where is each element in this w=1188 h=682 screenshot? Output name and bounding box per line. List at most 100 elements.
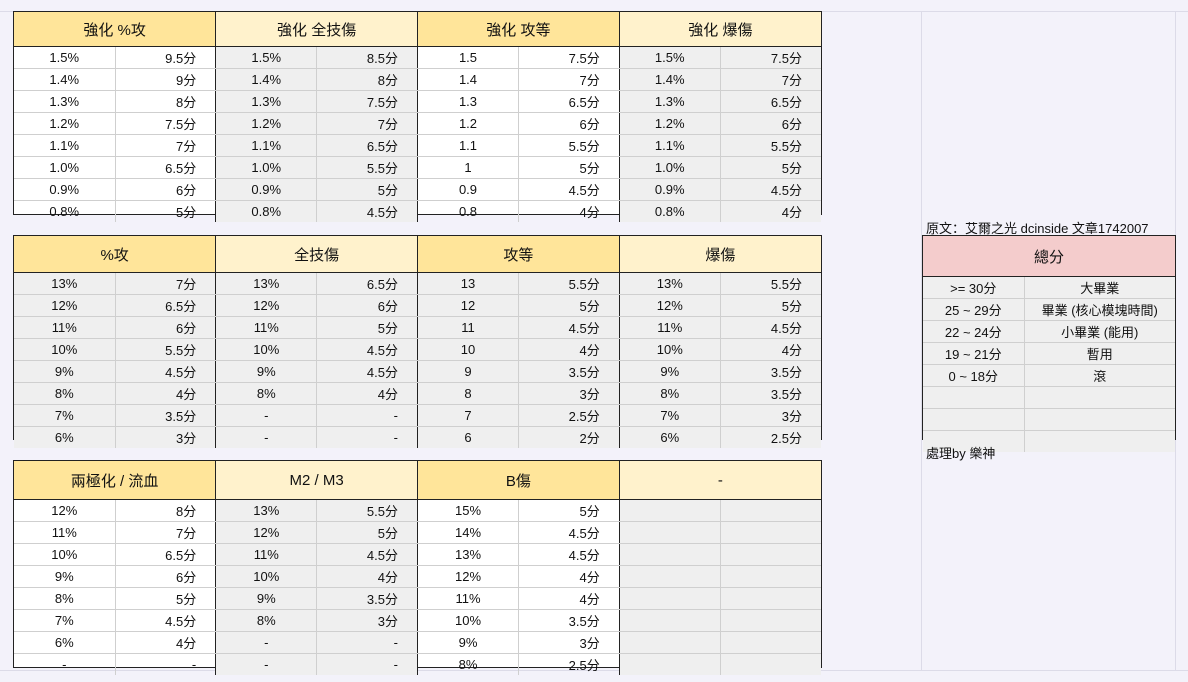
score-cell: 2.5分	[720, 426, 821, 448]
table-row: 8% 5分 9% 3.5分 11% 4分	[14, 587, 821, 610]
stat-value-cell: 1.2%	[14, 112, 116, 135]
stat-value-cell	[619, 499, 721, 522]
column-header: M2 / M3	[215, 461, 418, 500]
stat-value-cell: 9	[417, 360, 519, 383]
stat-value-cell: 1.2	[417, 112, 519, 135]
score-cell: 6.5分	[720, 90, 821, 113]
table-row: - - - -8% 2.5分	[14, 653, 821, 675]
score-cell: 3.5分	[316, 587, 418, 610]
score-cell: 4.5分	[518, 178, 620, 201]
stat-value-cell: 1.3%	[14, 90, 116, 113]
score-cell: 8分	[115, 90, 217, 113]
stat-value-cell: 10%	[14, 338, 116, 361]
stat-value-cell: 7	[417, 404, 519, 427]
table-row: 0 ~ 18分滾	[923, 364, 1175, 387]
score-cell: 5分	[316, 178, 418, 201]
score-cell: 5.5分	[518, 272, 620, 295]
score-cell: 6分	[115, 316, 217, 339]
score-cell: 4.5分	[115, 609, 217, 632]
score-cell: 6分	[720, 112, 821, 135]
score-cell: 4.5分	[720, 316, 821, 339]
stat-value-cell: 12%	[215, 521, 318, 544]
stat-value-cell: 8	[417, 382, 519, 405]
score-cell: 3分	[720, 404, 821, 427]
credit-note: 處理by 樂神	[926, 446, 996, 461]
score-cell: 4.5分	[316, 200, 418, 222]
score-cell: 3.5分	[115, 404, 217, 427]
score-cell: 5分	[316, 316, 418, 339]
score-cell: 7.5分	[316, 90, 418, 113]
grade-cell: 大畢業	[1024, 276, 1175, 299]
stat-score-table: %攻 全技傷 攻等 爆傷 13% 7分 13% 6.5分 13 5.5分 13% 5.5分 12% 6.5…	[13, 235, 822, 448]
stat-value-cell: 12%	[417, 565, 519, 588]
column-header: 強化 爆傷	[619, 12, 821, 47]
table-row	[923, 408, 1175, 431]
score-cell: 7分	[115, 272, 217, 295]
stat-value-cell	[619, 521, 721, 544]
table-row: 9% 4.5分 9% 4.5分 9 3.5分 9% 3.5分	[14, 360, 821, 383]
score-cell: 5分	[720, 294, 821, 317]
stat-value-cell: 9%	[14, 360, 116, 383]
score-cell: 4.5分	[316, 543, 418, 566]
stat-value-cell	[619, 631, 721, 654]
score-cell: 3分	[115, 426, 217, 448]
misc-score-table: 兩極化 / 流血 M2 / M3 B傷 -12% 8分 13% 5.5分 15% 5分 11% 7分…	[13, 460, 822, 675]
stat-value-cell: 12%	[215, 294, 318, 317]
stat-value-cell: 11%	[619, 316, 721, 339]
source-note: 原文：艾爾之光 dcinside 文章1742007	[926, 221, 1149, 236]
stat-value-cell: 7%	[14, 404, 116, 427]
stat-value-cell: 7%	[14, 609, 116, 632]
table-row: >= 30分 大畢業	[923, 276, 1175, 299]
score-cell: 4分	[115, 631, 217, 654]
score-cell: 6.5分	[115, 543, 217, 566]
table-row: 12% 6.5分 12% 6分 12 5分 12% 5分	[14, 294, 821, 317]
score-cell: 4分	[115, 382, 217, 405]
stat-value-cell: 6	[417, 426, 519, 448]
stat-value-cell	[619, 587, 721, 610]
score-cell: 4分	[518, 200, 620, 222]
column-header: 全技傷	[215, 236, 418, 273]
stat-value-cell: 1.5%	[619, 46, 721, 69]
stat-value-cell: 6%	[619, 426, 721, 448]
table-row: 9% 6分 10% 4分 12% 4分	[14, 565, 821, 588]
grade-cell: 滾	[1024, 364, 1175, 387]
table-row: 1.4% 9分 1.4% 8分 1.4 7分 1.4% 7分	[14, 68, 821, 91]
score-cell: 3.5分	[518, 360, 620, 383]
grade-cell: 暫用	[1024, 342, 1175, 365]
column-header: 爆傷	[619, 236, 821, 273]
stat-value-cell: 11%	[215, 316, 318, 339]
table-row: 7% 4.5分 8% 3分 10% 3.5分	[14, 609, 821, 632]
score-cell	[720, 521, 821, 544]
score-cell: 4分	[518, 338, 620, 361]
stat-value-cell	[619, 609, 721, 632]
stat-value-cell: 0.9%	[619, 178, 721, 201]
score-cell: 6分	[316, 294, 418, 317]
stat-value-cell: 6%	[14, 426, 116, 448]
score-cell: 8分	[316, 68, 418, 91]
score-cell: 2分	[518, 426, 620, 448]
score-cell: -	[316, 631, 418, 654]
stat-value-cell: 0.8%	[14, 200, 116, 222]
stat-value-cell: 1.1%	[14, 134, 116, 157]
stat-value-cell: 0.8%	[619, 200, 721, 222]
table-row: 10% 6.5分 11% 4.5分 13% 4.5分	[14, 543, 821, 566]
score-cell: 6分	[115, 565, 217, 588]
score-cell: 3.5分	[518, 609, 620, 632]
stat-value-cell: 8%	[417, 653, 519, 675]
score-range-cell	[923, 386, 1025, 409]
score-cell: -	[316, 426, 418, 448]
table-row: 8% 4分 8% 4分 8 3分 8% 3.5分	[14, 382, 821, 405]
stat-value-cell: 13%	[14, 272, 116, 295]
score-cell: 4分	[720, 200, 821, 222]
table-row: 22 ~ 24分 小畢業 (能用)	[923, 320, 1175, 343]
stat-value-cell: 1.4%	[14, 68, 116, 91]
stat-value-cell: 9%	[215, 360, 318, 383]
score-cell: 7分	[316, 112, 418, 135]
score-cell: 7分	[115, 134, 217, 157]
column-header: 強化 全技傷	[215, 12, 418, 47]
stat-value-cell: 10%	[215, 565, 318, 588]
score-cell: -	[316, 653, 418, 675]
stat-value-cell: 1.4%	[619, 68, 721, 91]
stat-value-cell: 13%	[619, 272, 721, 295]
stat-value-cell: 6%	[14, 631, 116, 654]
